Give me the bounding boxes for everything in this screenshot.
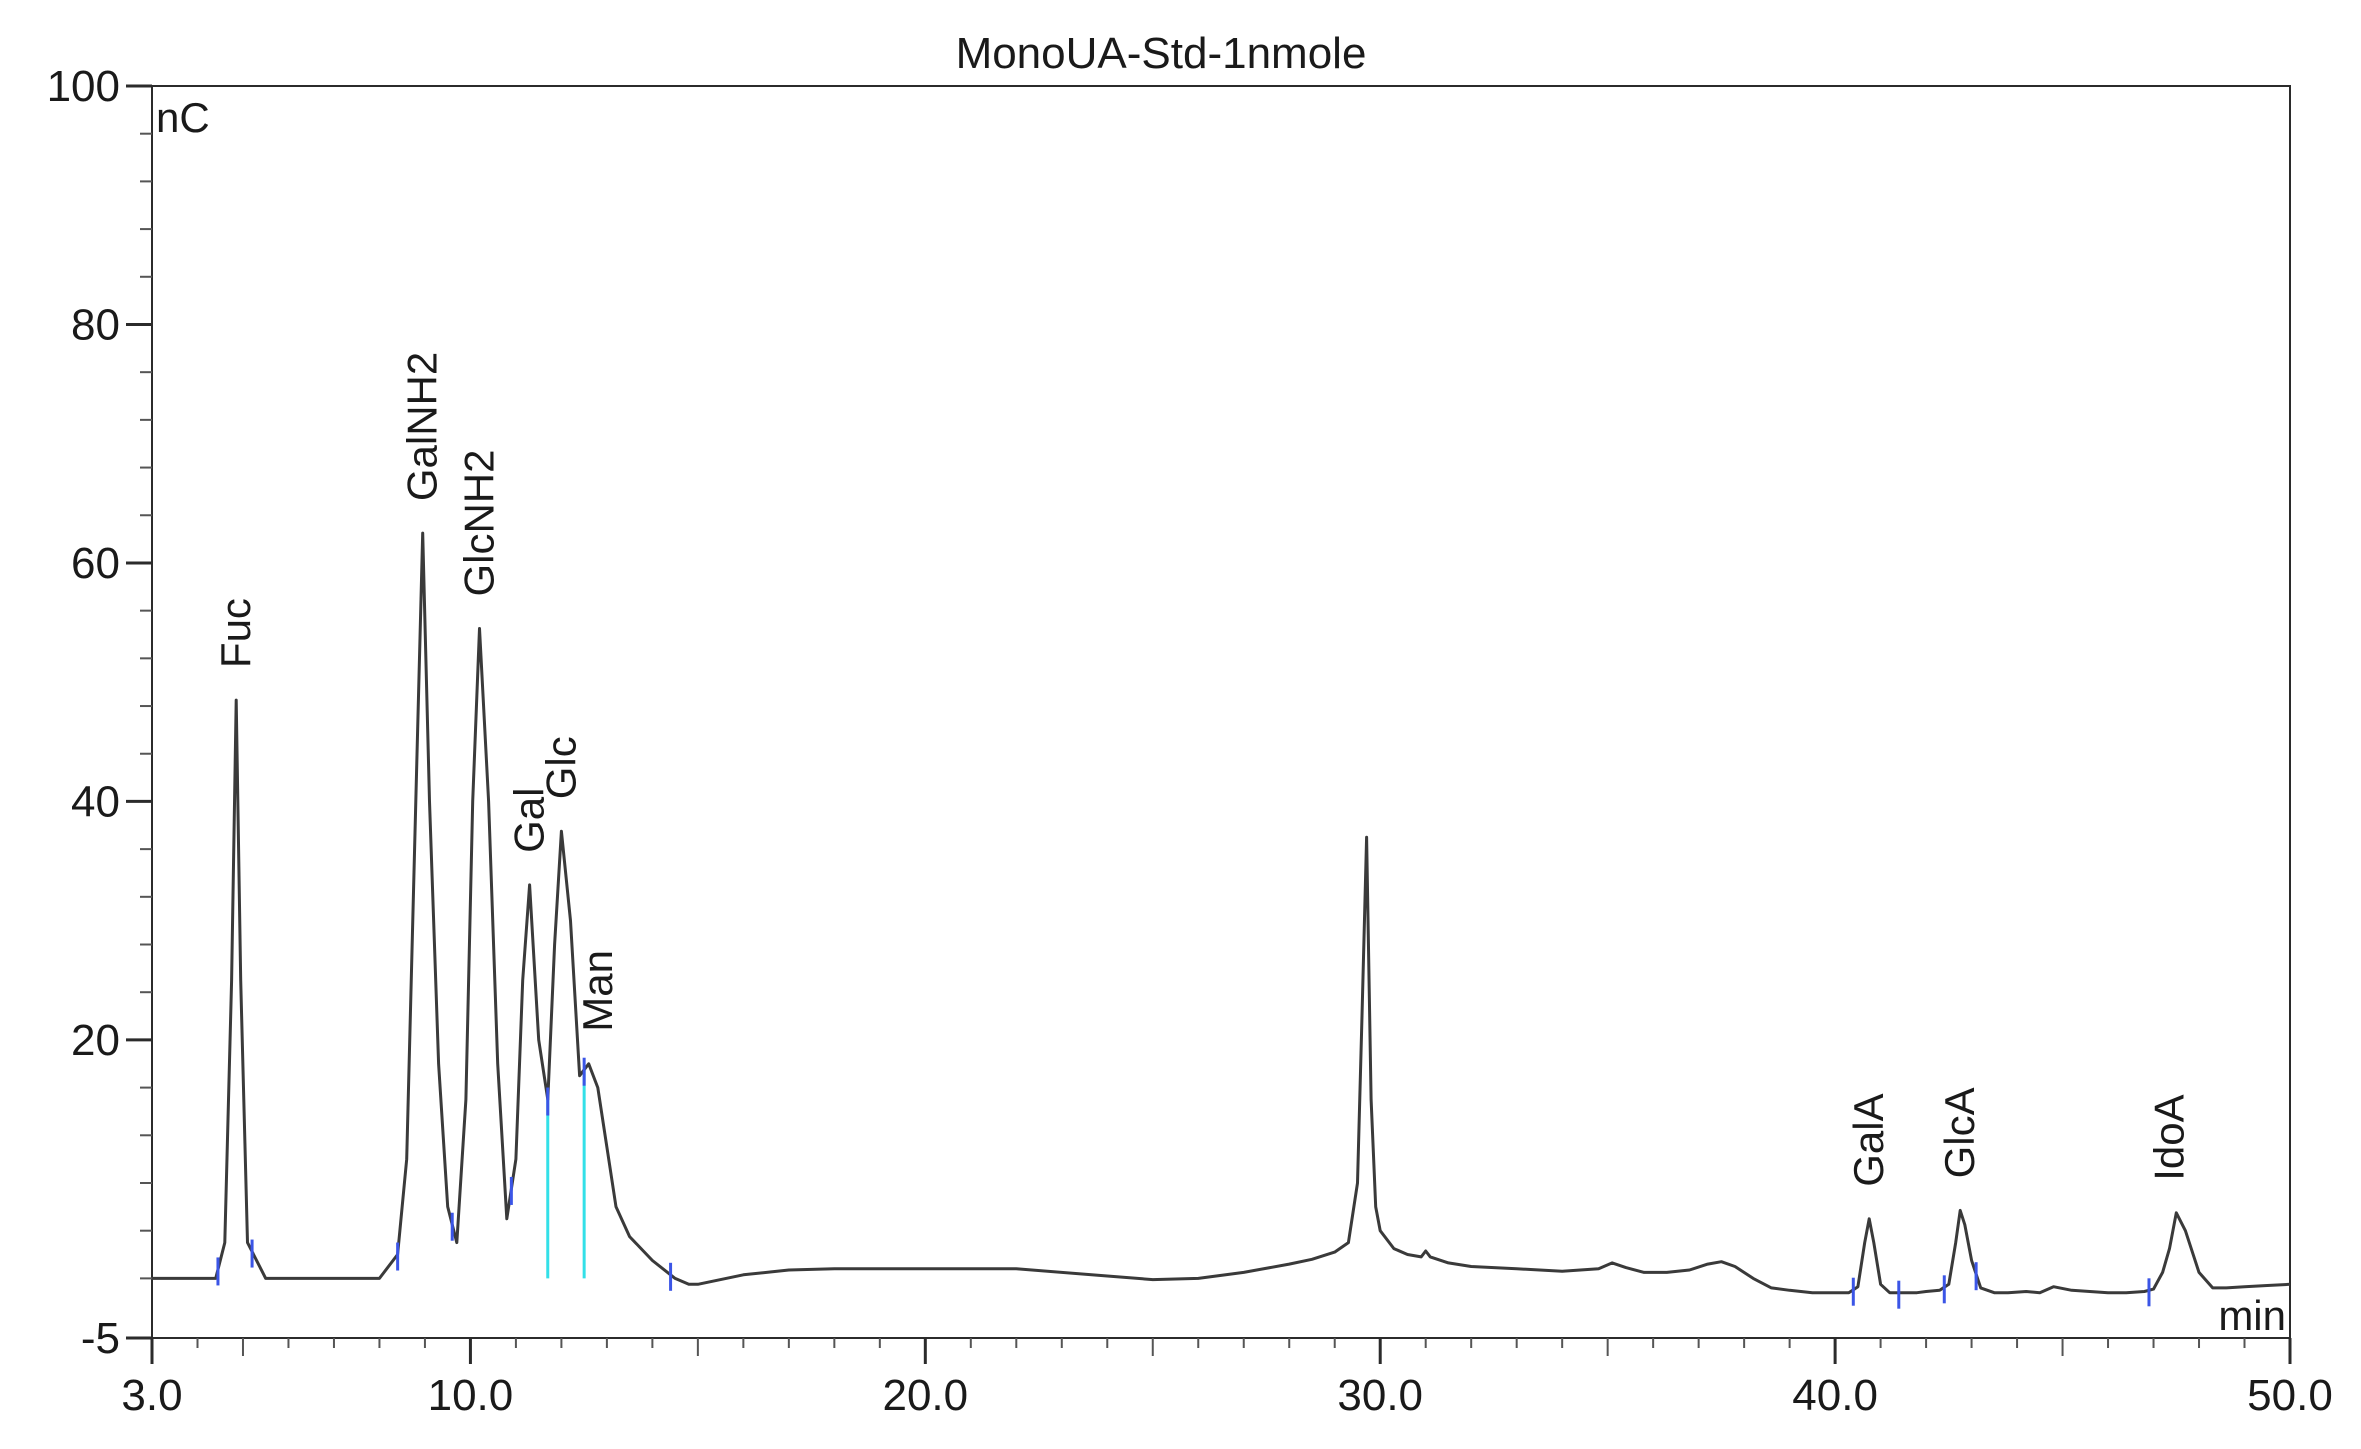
peak-label: GalA <box>1845 1093 1892 1186</box>
x-axis-unit-label: min <box>2218 1292 2286 1339</box>
x-tick-label: 50.0 <box>2247 1371 2333 1420</box>
y-tick-label: 40 <box>71 777 120 826</box>
peak-label: Man <box>574 950 621 1032</box>
peak-label: GlcNH2 <box>456 450 503 597</box>
plot-frame <box>151 85 2291 1339</box>
peak-label: GlcA <box>1936 1087 1983 1178</box>
peak-label: GalNH2 <box>399 352 446 501</box>
x-tick-label: 3.0 <box>121 1371 182 1420</box>
y-tick-label: 20 <box>71 1016 120 1065</box>
peak-label: Fuc <box>212 598 259 668</box>
y-tick-label: 100 <box>47 62 120 111</box>
drop-lines <box>546 1069 1978 1279</box>
minor-ticks <box>140 132 2246 1356</box>
peak-label: IdoA <box>2145 1094 2192 1180</box>
x-tick-label: 30.0 <box>1337 1371 1423 1420</box>
y-axis-unit-label: nC <box>156 94 210 141</box>
tick-labels: 3.0 10.0 20.0 30.0 40.0 50.0 -5 20 40 60 80 100 <box>47 62 2333 1420</box>
x-tick-label: 10.0 <box>428 1371 514 1420</box>
y-tick-label: 80 <box>71 300 120 349</box>
y-tick-label: -5 <box>81 1314 120 1363</box>
peak-label: Gal <box>506 788 553 853</box>
y-tick-label: 60 <box>71 539 120 588</box>
x-tick-label: 20.0 <box>882 1371 968 1420</box>
chart-title: MonoUA-Std-1nmole <box>956 29 1367 78</box>
chromatogram-trace <box>152 531 2291 1295</box>
peak-label: Glc <box>537 736 584 799</box>
integration-markers <box>216 1057 2151 1309</box>
x-tick-label: 40.0 <box>1792 1371 1878 1420</box>
major-ticks <box>126 84 2292 1364</box>
